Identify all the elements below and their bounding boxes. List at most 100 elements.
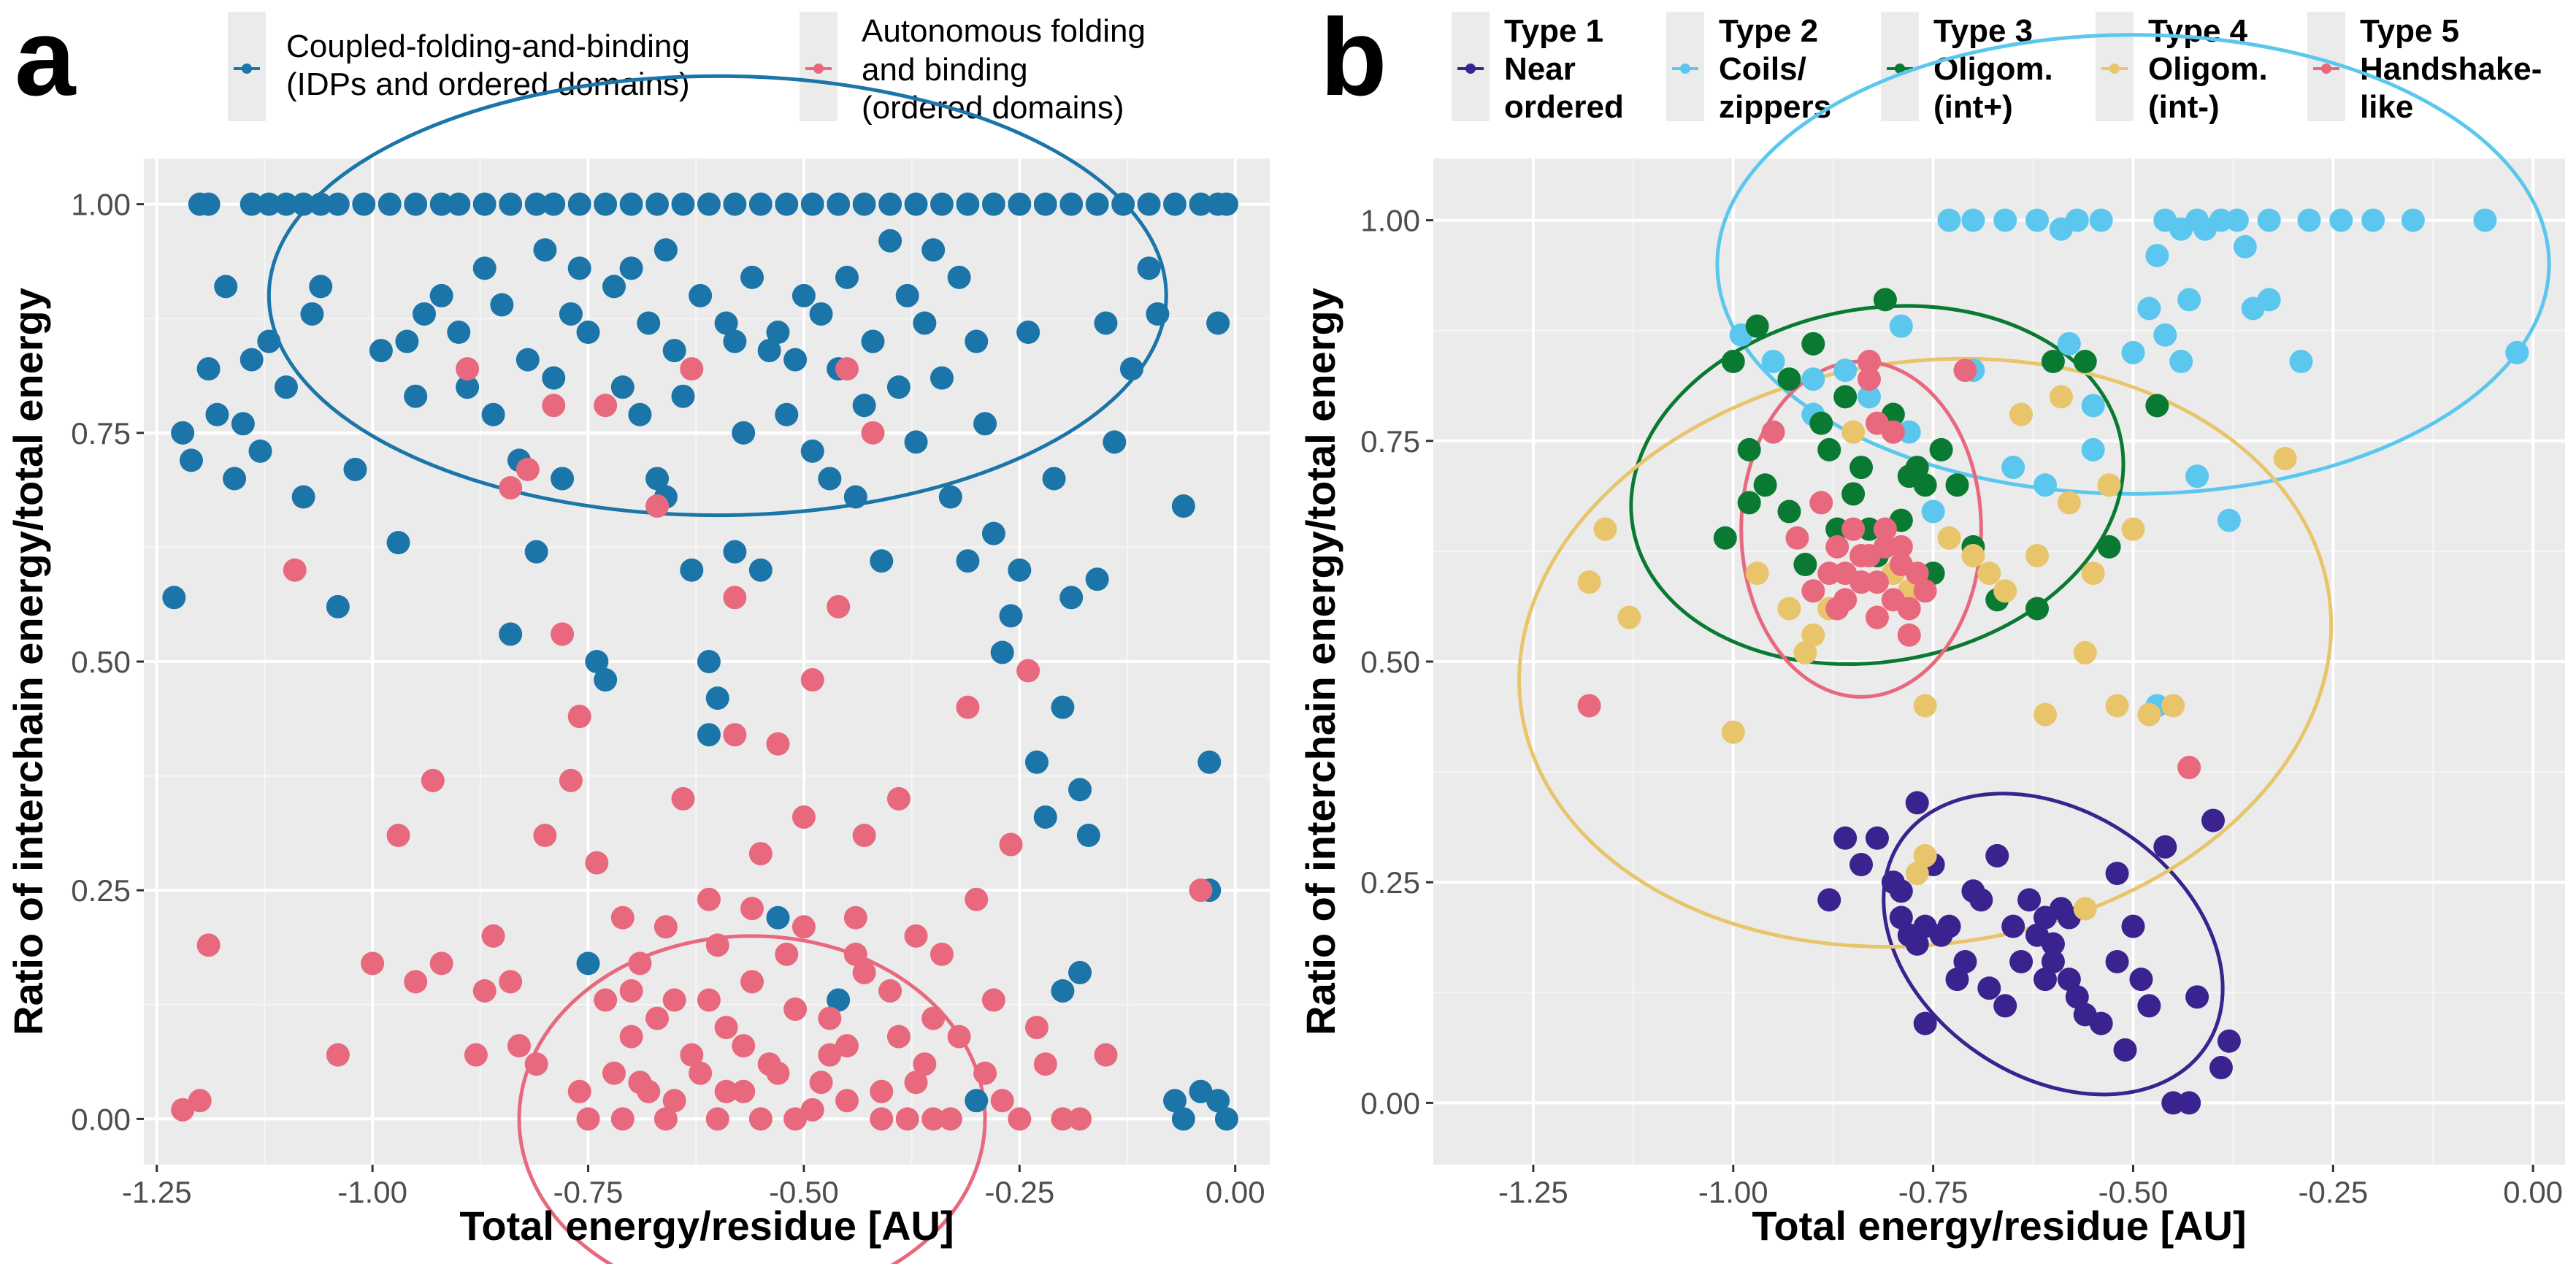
legend-b-label-2-line2: Coils/ [1719,51,1806,87]
point-series-1 [447,192,471,216]
point-series-4 [1577,570,1601,594]
legend-b-label-3-line3: (int+) [1933,89,2013,125]
point-series-1 [947,265,971,289]
point-series-2 [1857,385,1881,409]
point-series-1 [1059,586,1084,610]
point-series-1 [1033,192,1057,216]
point-series-1 [809,302,833,326]
point-series-1 [413,302,437,326]
point-series-5 [1865,570,1889,594]
point-series-1 [878,192,902,216]
point-series-2 [361,951,385,976]
point-series-2 [2225,208,2249,232]
point-series-2 [852,824,876,848]
point-series-3 [1857,517,1881,541]
legend-b-label-1-line3: ordered [1504,89,1624,125]
point-series-1 [456,375,480,399]
point-series-2 [861,421,885,445]
point-series-1 [162,586,186,610]
point-series-1 [689,283,713,307]
point-series-1 [429,283,453,307]
point-series-2 [775,942,799,966]
point-series-5 [1897,597,1921,621]
point-series-4 [1913,843,1937,867]
point-series-1 [1171,494,1195,518]
point-series-2 [551,622,575,646]
legend-b-label-4-line3: (int-) [2148,89,2220,125]
point-series-1 [515,348,540,372]
point-series-2 [594,988,618,1012]
point-series-1 [981,521,1005,545]
legend-a-key-dot-1 [242,64,252,74]
point-series-4 [1913,694,1937,718]
point-series-2 [956,695,980,719]
point-series-1 [386,531,410,555]
point-series-3 [1929,437,1953,461]
legend-a-label-1-line1: Coupled-folding-and-binding [286,28,690,64]
point-series-1 [559,302,583,326]
point-series-1 [766,321,790,345]
panel-b-y-ticks: 0.00 0.25 0.50 0.75 1.00 [1360,204,1433,1120]
point-series-1 [2209,1056,2233,1080]
point-series-3 [1841,482,1866,506]
point-series-1 [239,348,264,372]
point-series-2 [697,988,721,1012]
point-series-4 [1793,640,1817,664]
point-series-1 [2033,968,2057,992]
point-series-3 [1793,553,1817,577]
point-series-1 [748,192,773,216]
point-series-1 [1016,321,1040,345]
point-series-2 [929,942,954,966]
point-series-4 [1841,420,1866,444]
point-series-2 [697,887,721,911]
point-series-3 [1849,456,1874,480]
point-series-1 [257,329,281,353]
point-series-1 [352,192,376,216]
panel-b-x-ticks: -1.25 -1.00 -0.75 -0.50 -0.25 0.00 [1498,1165,2563,1209]
point-series-1 [1977,976,2001,1000]
legend-b-label-4-line2: Oligom. [2148,51,2268,87]
point-series-1 [929,366,954,390]
point-series-1 [861,329,885,353]
panel-a: 0.00 0.25 0.50 0.75 1.00 -1.25 -1.00 -0.75 -0.5… [5,74,1270,1264]
point-series-1 [231,412,255,436]
point-series-2 [1897,420,1921,444]
point-series-5 [1825,597,1849,621]
point-series-2 [2089,208,2113,232]
legend-b-key-dot-3 [1895,64,1905,74]
point-series-2 [843,942,867,966]
x-tick-label: -0.25 [2298,1175,2368,1209]
point-series-1 [2153,835,2177,859]
point-series-1 [766,905,790,930]
point-series-1 [196,192,221,216]
point-series-1 [1889,879,1913,903]
point-series-1 [2001,914,2025,938]
point-series-3 [2145,394,2169,418]
point-series-3 [1905,456,1929,480]
legend-a-label-2-line2: and binding [862,52,1028,88]
point-series-1 [965,1089,989,1113]
point-series-2 [835,357,859,381]
point-series-2 [886,786,911,811]
point-series-1 [2201,808,2226,832]
point-series-2 [740,970,764,994]
point-series-1 [551,467,575,491]
point-series-1 [594,192,618,216]
point-series-2 [732,1079,756,1103]
point-series-4 [2049,385,2073,409]
point-series-2 [524,1052,548,1076]
legend-a: Coupled-folding-and-binding (IDPs and or… [228,12,1146,126]
point-series-2 [2121,340,2145,364]
point-series-1 [1905,932,1929,956]
point-series-4 [1961,543,1985,567]
point-series-2 [895,1107,919,1131]
point-series-1 [447,321,471,345]
point-series-1 [671,384,695,408]
x-tick-label: -1.00 [1698,1175,1768,1209]
point-series-2 [2081,394,2105,418]
point-series-1 [1833,826,1858,850]
point-series-3 [1913,473,1937,497]
point-series-1 [2217,1029,2241,1053]
